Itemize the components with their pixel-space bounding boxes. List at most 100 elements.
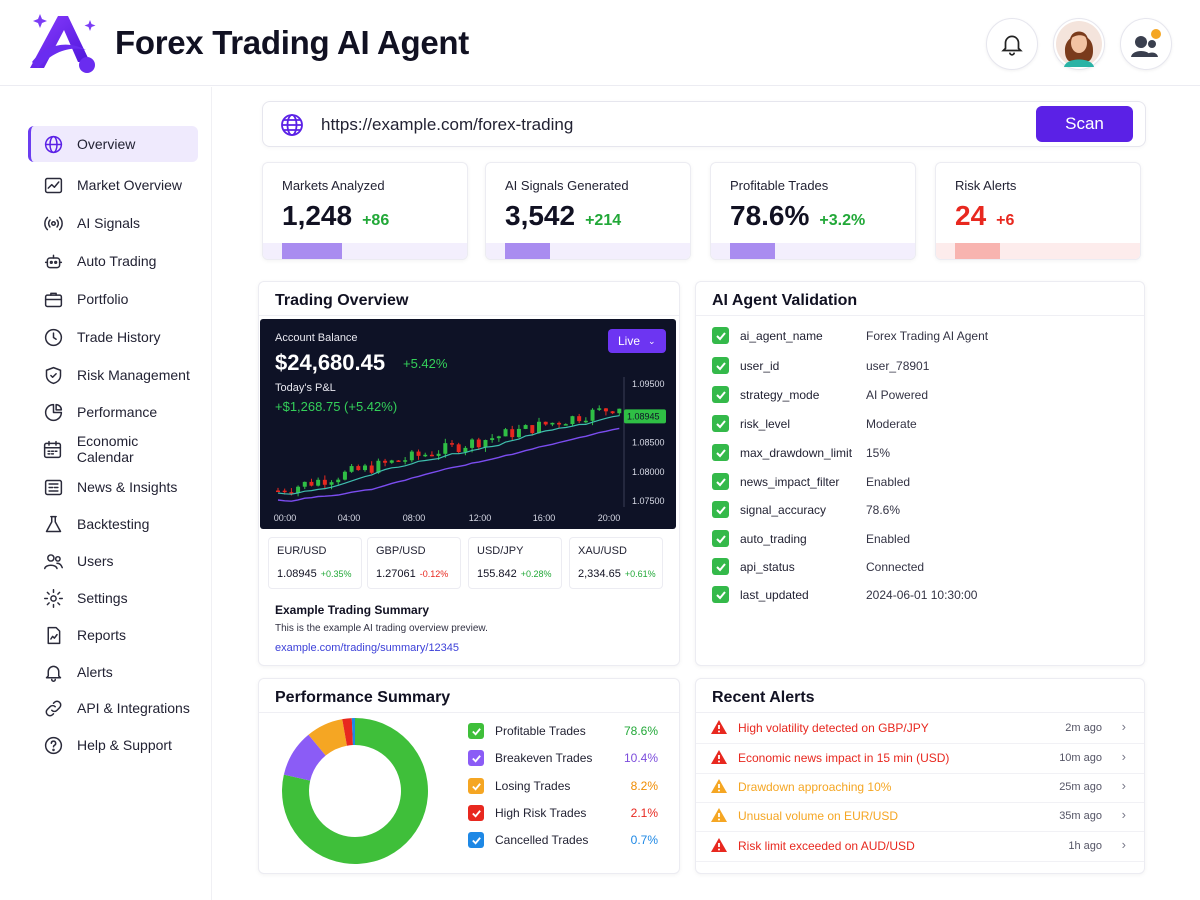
- sidebar-item-api-integrations[interactable]: API & Integrations: [28, 690, 198, 726]
- sidebar-item-users[interactable]: Users: [28, 543, 198, 579]
- currency-pair-card[interactable]: XAU/USD 2,334.65 +0.61%: [569, 537, 663, 589]
- candle-body: [282, 490, 287, 493]
- candle-body: [483, 440, 488, 448]
- alert-time: 2m ago: [1065, 722, 1102, 734]
- stat-card: Profitable Trades 78.6% +3.2%: [710, 162, 916, 260]
- alert-item[interactable]: Unusual volume on EUR/USD 35m ago ›: [696, 802, 1144, 832]
- pnl-label: Today's P&L: [275, 382, 336, 394]
- user-avatar[interactable]: [1053, 18, 1105, 70]
- alert-item[interactable]: Drawdown approaching 10% 25m ago ›: [696, 773, 1144, 803]
- stat-card: Markets Analyzed 1,248 +86: [262, 162, 468, 260]
- sidebar-item-label: News & Insights: [77, 479, 178, 495]
- candle-body: [510, 429, 515, 438]
- sidebar-item-ai-signals[interactable]: AI Signals: [28, 205, 198, 241]
- panel-title: Performance Summary: [275, 689, 451, 706]
- candle-body: [530, 425, 535, 434]
- stat-value: 1,248 +86: [282, 200, 390, 231]
- live-dropdown[interactable]: Live ⌄: [608, 329, 666, 353]
- sidebar-item-overview[interactable]: Overview: [28, 126, 198, 162]
- chevron-right-icon[interactable]: ›: [1121, 778, 1126, 793]
- validation-row: strategy_mode AI Powered: [712, 385, 1132, 405]
- sidebar-item-alerts[interactable]: Alerts: [28, 654, 198, 690]
- check-icon: [712, 558, 729, 575]
- chevron-right-icon[interactable]: ›: [1121, 719, 1126, 734]
- alert-item[interactable]: High volatility detected on GBP/JPY 2m ag…: [696, 714, 1144, 744]
- candle-body: [563, 424, 568, 426]
- checkbox-icon[interactable]: [468, 805, 484, 821]
- candle-body: [396, 460, 401, 462]
- pair-price: 2,334.65 +0.61%: [578, 568, 656, 580]
- validation-row: signal_accuracy 78.6%: [712, 500, 1132, 520]
- checkbox-icon[interactable]: [468, 723, 484, 739]
- legend-label: Cancelled Trades: [495, 833, 589, 847]
- sidebar-item-auto-trading[interactable]: Auto Trading: [28, 243, 198, 279]
- sidebar-item-market-overview[interactable]: Market Overview: [28, 167, 198, 203]
- users-status-icon: [1131, 29, 1161, 57]
- sidebar-item-label: Help & Support: [77, 737, 172, 753]
- checkbox-icon[interactable]: [468, 832, 484, 848]
- candle-body: [443, 443, 448, 454]
- alert-item[interactable]: Risk limit exceeded on AUD/USD 1h ago ›: [696, 832, 1144, 862]
- candle-body: [476, 439, 481, 448]
- chart-line-icon: [42, 174, 64, 196]
- sidebar-item-label: Auto Trading: [77, 253, 157, 269]
- sidebar-item-news-insights[interactable]: News & Insights: [28, 469, 198, 505]
- currency-pair-card[interactable]: USD/JPY 155.842 +0.28%: [468, 537, 562, 589]
- warning-icon: [710, 778, 728, 797]
- legend-percent: 10.4%: [623, 751, 658, 765]
- sidebar-item-label: API & Integrations: [77, 700, 190, 716]
- chevron-right-icon[interactable]: ›: [1121, 837, 1126, 852]
- legend-label: High Risk Trades: [495, 806, 587, 820]
- url-bar: https://example.com/forex-trading Scan: [262, 101, 1146, 147]
- sidebar-item-risk-management[interactable]: Risk Management: [28, 357, 198, 393]
- check-icon: [712, 444, 729, 461]
- validation-key: strategy_mode: [740, 388, 820, 402]
- candle-body: [577, 416, 582, 422]
- currency-pair-card[interactable]: EUR/USD 1.08945 +0.35%: [268, 537, 362, 589]
- chevron-right-icon[interactable]: ›: [1121, 807, 1126, 822]
- sidebar-item-trade-history[interactable]: Trade History: [28, 319, 198, 355]
- sidebar-item-settings[interactable]: Settings: [28, 580, 198, 616]
- alert-item[interactable]: Economic news impact in 15 min (USD) 10m …: [696, 744, 1144, 774]
- sidebar-item-help-support[interactable]: Help & Support: [28, 727, 198, 763]
- app-header: Forex Trading AI Agent: [0, 0, 1200, 86]
- calendar-icon: [42, 438, 64, 460]
- agent-status-button[interactable]: [1120, 18, 1172, 70]
- sidebar-item-label: Users: [77, 553, 114, 569]
- y-tick-label: 1.07500: [632, 496, 665, 506]
- sidebar: [0, 87, 212, 900]
- balance-label: Account Balance: [275, 332, 358, 344]
- notifications-button[interactable]: [986, 18, 1038, 70]
- sidebar-item-reports[interactable]: Reports: [28, 617, 198, 653]
- scan-button[interactable]: Scan: [1036, 106, 1133, 142]
- sidebar-item-economic-calendar[interactable]: Economic Calendar: [28, 431, 198, 467]
- sidebar-item-portfolio[interactable]: Portfolio: [28, 281, 198, 317]
- y-tick-label: 1.09500: [632, 379, 665, 389]
- app-logo[interactable]: [28, 10, 98, 76]
- summary-title: Example Trading Summary: [275, 603, 430, 617]
- validation-key: auto_trading: [740, 532, 807, 546]
- chevron-right-icon[interactable]: ›: [1121, 749, 1126, 764]
- currency-pair-card[interactable]: GBP/USD 1.27061 -0.12%: [367, 537, 461, 589]
- checkbox-icon[interactable]: [468, 778, 484, 794]
- y-tick-label: 1.08000: [632, 467, 665, 477]
- validation-key: signal_accuracy: [740, 503, 827, 517]
- validation-panel: AI Agent Validation: [695, 281, 1145, 666]
- help-icon: [42, 734, 64, 756]
- url-input[interactable]: https://example.com/forex-trading: [321, 115, 574, 134]
- alert-time: 1h ago: [1068, 840, 1102, 852]
- candle-body: [570, 416, 575, 425]
- validation-row: api_status Connected: [712, 557, 1132, 577]
- pair-name: GBP/USD: [376, 545, 426, 557]
- summary-text: This is the example AI trading overview …: [275, 623, 488, 634]
- candle-body: [322, 479, 327, 485]
- sidebar-item-label: Economic Calendar: [76, 433, 139, 465]
- balance-value: $24,680.45: [275, 350, 386, 375]
- price-chart[interactable]: 1.095001.090001.085001.080001.075001.089…: [260, 319, 676, 529]
- current-price-tag: [624, 409, 666, 424]
- sidebar-item-backtesting[interactable]: Backtesting: [28, 506, 198, 542]
- summary-link[interactable]: example.com/trading/summary/12345: [275, 642, 460, 654]
- checkbox-icon[interactable]: [468, 750, 484, 766]
- stat-progress-fill: [730, 243, 775, 259]
- sidebar-item-performance[interactable]: Performance: [28, 394, 198, 430]
